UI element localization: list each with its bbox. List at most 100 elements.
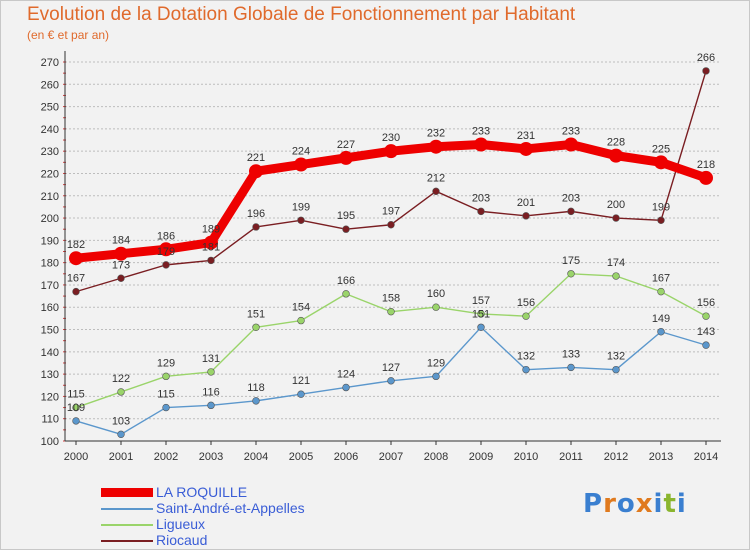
data-point xyxy=(387,221,395,229)
data-point xyxy=(477,323,485,331)
data-point xyxy=(294,157,308,172)
data-label: 186 xyxy=(157,230,175,242)
x-tick-label: 2006 xyxy=(334,451,358,463)
data-label: 181 xyxy=(202,241,220,253)
y-tick-label: 170 xyxy=(41,280,59,292)
y-tick-label: 200 xyxy=(41,213,59,225)
data-point xyxy=(252,397,260,405)
legend-swatch xyxy=(101,540,153,542)
logo-letter: i xyxy=(676,489,687,519)
x-tick-label: 2010 xyxy=(514,451,538,463)
data-point xyxy=(117,274,125,282)
data-label: 231 xyxy=(517,130,535,142)
data-label: 232 xyxy=(427,128,445,140)
data-point xyxy=(249,164,263,179)
logo-letter: r xyxy=(603,489,617,519)
axes: 100 110 120 130 140 150 160 170 180 190 200 210 220 2… xyxy=(41,51,721,463)
data-point xyxy=(477,310,485,318)
logo-letter: x xyxy=(635,489,654,519)
data-point xyxy=(609,148,623,163)
x-tick-label: 2008 xyxy=(424,451,448,463)
data-label: 174 xyxy=(607,257,625,269)
data-point xyxy=(342,290,350,298)
data-label: 201 xyxy=(517,197,535,209)
data-label: 167 xyxy=(652,273,670,285)
data-label: 221 xyxy=(247,152,265,164)
data-label: 182 xyxy=(67,239,85,251)
data-label: 124 xyxy=(337,368,355,380)
data-point xyxy=(387,307,395,316)
data-point xyxy=(612,365,620,374)
data-label: 129 xyxy=(157,357,175,369)
data-point xyxy=(702,312,710,320)
data-labels: 182 184 186 189 221 224 227 230 232 233 231 233 228 2… xyxy=(67,52,715,427)
data-point xyxy=(69,251,83,266)
data-point xyxy=(474,137,488,152)
y-tick-label: 110 xyxy=(41,414,59,426)
data-point xyxy=(342,383,350,392)
data-point xyxy=(654,155,668,170)
x-tick-label: 2014 xyxy=(694,451,718,463)
data-point xyxy=(522,312,530,320)
data-point xyxy=(567,270,575,278)
y-tick-label: 160 xyxy=(41,302,59,314)
data-label: 151 xyxy=(472,308,490,320)
data-label: 115 xyxy=(157,389,175,401)
data-point xyxy=(162,261,170,269)
data-label: 116 xyxy=(202,386,220,398)
data-label: 154 xyxy=(292,302,310,314)
x-tick-label: 2000 xyxy=(64,451,88,463)
data-point xyxy=(72,403,80,412)
logo-letter: i xyxy=(653,489,664,519)
logo-letter: o xyxy=(616,489,636,519)
data-point xyxy=(117,430,125,439)
data-label: 109 xyxy=(67,402,85,414)
data-point xyxy=(207,401,215,410)
data-label: 156 xyxy=(517,297,535,309)
y-tick-label: 270 xyxy=(41,57,59,69)
data-label: 143 xyxy=(697,326,715,338)
data-label: 227 xyxy=(337,139,355,151)
y-tick-label: 190 xyxy=(41,235,59,247)
data-label: 156 xyxy=(697,297,715,309)
data-point xyxy=(702,341,710,349)
data-point xyxy=(252,323,260,331)
data-label: 179 xyxy=(157,246,175,258)
data-point xyxy=(567,207,575,216)
data-point xyxy=(207,368,215,376)
data-point xyxy=(429,139,443,154)
data-label: 121 xyxy=(292,375,310,387)
data-label: 233 xyxy=(472,125,490,137)
x-tick-label: 2012 xyxy=(604,451,628,463)
data-label: 132 xyxy=(517,351,535,363)
data-point xyxy=(657,216,665,224)
data-point xyxy=(114,246,128,261)
chart-subtitle: (en € et par an) xyxy=(27,28,110,42)
legend-label: Saint-André-et-Appelles xyxy=(156,500,305,516)
data-label: 203 xyxy=(472,192,490,204)
y-tick-label: 180 xyxy=(41,258,59,270)
data-label: 115 xyxy=(67,389,85,401)
x-tick-label: 2005 xyxy=(289,451,313,463)
data-label: 166 xyxy=(337,275,355,287)
data-label: 230 xyxy=(382,132,400,144)
data-label: 184 xyxy=(112,235,130,247)
y-tick-label: 140 xyxy=(41,347,59,359)
data-label: 200 xyxy=(607,199,625,211)
data-point xyxy=(432,372,440,381)
data-point xyxy=(72,417,80,425)
x-tick-label: 2003 xyxy=(199,451,223,463)
data-label: 203 xyxy=(562,192,580,204)
data-label: 266 xyxy=(697,52,715,64)
data-point xyxy=(612,214,620,222)
data-point xyxy=(432,303,440,311)
x-tick-label: 2009 xyxy=(469,451,493,463)
data-point xyxy=(387,377,395,385)
data-label: 118 xyxy=(247,382,265,394)
legend-label: Riocaud xyxy=(156,532,208,548)
data-point xyxy=(612,272,620,280)
y-tick-label: 120 xyxy=(41,391,59,403)
legend-swatch xyxy=(101,488,153,497)
